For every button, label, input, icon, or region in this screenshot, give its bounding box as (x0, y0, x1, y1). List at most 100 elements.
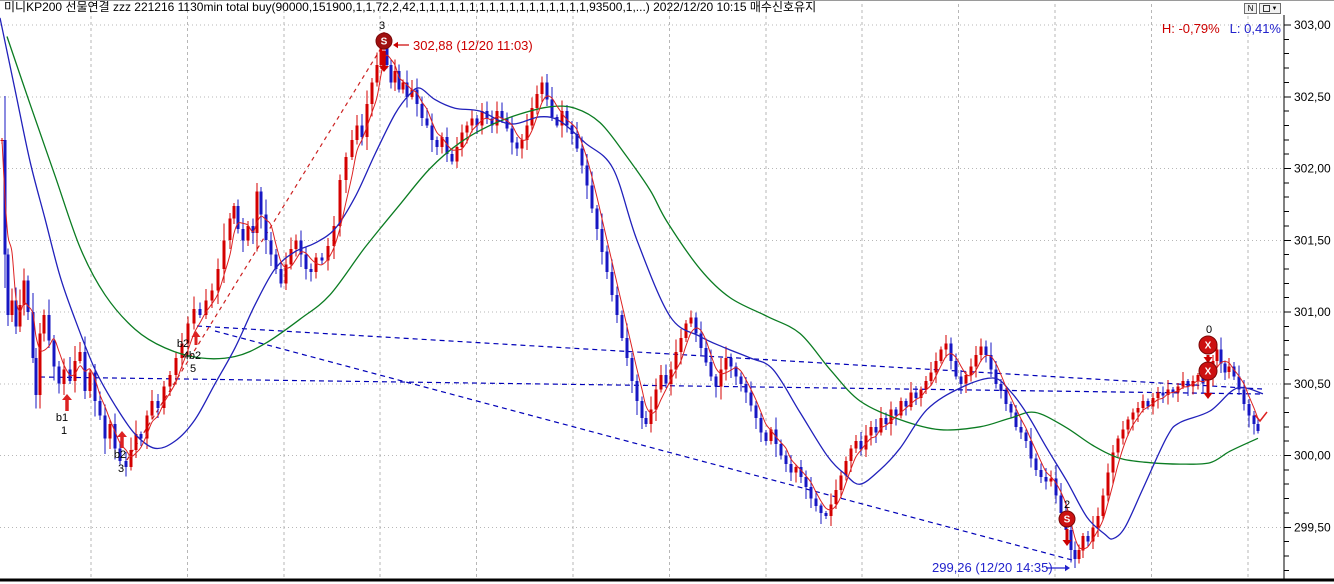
candle-body (849, 448, 853, 462)
candle-body (180, 343, 184, 358)
candle-body (385, 42, 389, 66)
candle-body (669, 369, 673, 384)
candle-body (749, 392, 753, 406)
candle-body (859, 441, 863, 450)
candle-body (1232, 366, 1236, 377)
candle-body (1029, 441, 1033, 459)
label-b1: b1 (56, 412, 68, 424)
candle-body (375, 65, 379, 83)
candle-body (26, 280, 30, 312)
candle-body (38, 333, 42, 396)
candle-body (839, 475, 843, 490)
candle-body (1054, 478, 1058, 496)
candle-body (914, 392, 918, 399)
candle-body (949, 343, 953, 361)
candle-body (6, 254, 10, 315)
candle-body (1223, 363, 1227, 373)
candle-body (246, 225, 250, 241)
candle-body (959, 376, 963, 384)
trend-upper (196, 325, 1263, 390)
candle-body (804, 477, 808, 487)
candle-body (525, 125, 529, 140)
candle-body (10, 300, 14, 315)
new-window-button-label: N (1247, 4, 1254, 13)
candle-body (1227, 366, 1231, 373)
candle-body (784, 455, 788, 465)
candle-body (510, 128, 514, 143)
candle-body (320, 257, 324, 261)
ma-long-line (6, 36, 1259, 465)
candle-body (279, 268, 283, 284)
candle-body (118, 448, 122, 462)
new-window-button[interactable]: N (1244, 3, 1257, 14)
ma-mid-line (0, 17, 1264, 540)
candle-body (500, 111, 504, 119)
candle-body (294, 240, 298, 249)
candle-body (1106, 472, 1110, 496)
label-1: 1 (61, 425, 67, 437)
candle-body (739, 376, 743, 384)
candle-body (560, 111, 564, 126)
candle-body (644, 418, 648, 424)
badge-letter: S (1064, 515, 1071, 526)
candle-body (1151, 398, 1155, 407)
candle-body (1019, 426, 1023, 433)
candle-body (979, 346, 983, 355)
candle-body (1116, 438, 1120, 453)
candle-body (460, 132, 464, 147)
sell-signal-bottom: S (1058, 510, 1076, 528)
candle-body (1096, 515, 1100, 528)
candle-body (440, 136, 444, 147)
candle-body (168, 375, 172, 387)
candle-body (289, 248, 293, 265)
candle-body (610, 271, 614, 295)
candle-body (570, 125, 574, 134)
trendlines (39, 44, 1263, 561)
candle-body (1039, 469, 1043, 478)
candle-body (1171, 389, 1175, 393)
candle-body (1156, 392, 1160, 399)
candle-body (1004, 390, 1008, 404)
window-style-button[interactable]: ▼ (1259, 3, 1281, 14)
candle-body (999, 383, 1003, 391)
candle-body (530, 108, 534, 126)
candle-body (338, 180, 342, 226)
candle-body (535, 93, 539, 109)
exit-signal-2: X (1198, 361, 1218, 381)
candle-body (465, 125, 469, 133)
candle-body (1131, 412, 1135, 420)
candle-body (699, 333, 703, 348)
window-square-icon (1262, 5, 1270, 12)
candle-body (864, 435, 868, 450)
candle-body (989, 355, 993, 370)
candle-body (326, 246, 330, 261)
y-axis[interactable]: 303,00 302,50 302,00 301,50 301,00 300,50 300,… (1283, 15, 1331, 579)
candle-body (304, 254, 308, 269)
candle-body (580, 148, 584, 166)
gridlines (0, 4, 1284, 579)
candle-body (34, 357, 38, 396)
candle-body (365, 103, 369, 137)
chart-title: 미니KP200 선물연결 zzz 221216 1130min total bu… (4, 0, 817, 14)
candle-body (934, 360, 938, 373)
candle-body (595, 208, 599, 229)
candle-body (919, 389, 923, 399)
candle-body (565, 111, 569, 126)
candle-body (397, 70, 401, 90)
candle-body (679, 337, 683, 353)
candle-body (314, 257, 318, 272)
y-axis-label: 303,00 (1294, 18, 1331, 32)
candle-body (405, 82, 409, 97)
high-low-readout: H: -0,79% L: 0,41% (1162, 21, 1281, 36)
candle-body (455, 147, 459, 162)
candle-body (284, 264, 288, 284)
candle-body (299, 240, 303, 255)
exit-arrow-2 (1203, 381, 1213, 399)
candle-body (88, 372, 92, 391)
label-3-bottom: 3 (118, 463, 124, 475)
candle-body (1091, 527, 1095, 542)
candle-body (1219, 349, 1223, 364)
candle-body (350, 139, 354, 157)
candle-body (1086, 535, 1090, 542)
